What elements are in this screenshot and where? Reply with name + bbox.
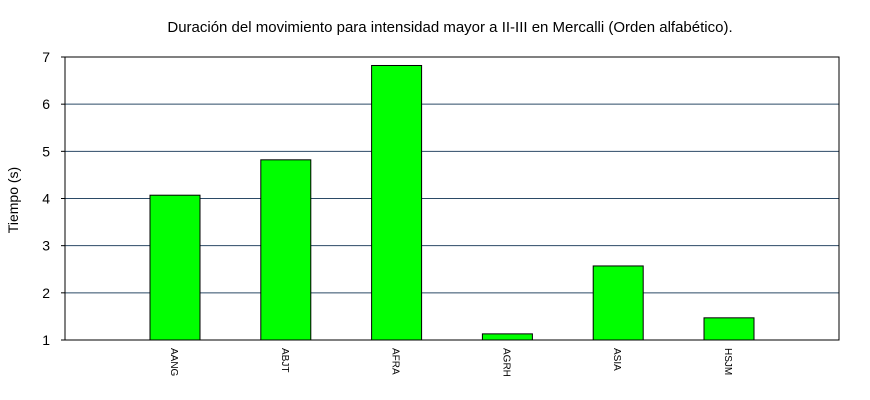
- bar-asia: [592, 265, 644, 341]
- bar-hsjm: [703, 317, 755, 341]
- x-tick-label-aang: AANG: [168, 348, 179, 377]
- x-axis-ticks: AANG ABJT AFRA AGRH ASIA HSJM: [168, 348, 733, 377]
- y-axis-ticks: 1 2 3 4 5 6 7: [42, 49, 65, 348]
- y-tick-label-3: 4: [42, 191, 50, 207]
- y-tick-label-0: 1: [42, 332, 50, 348]
- bar-abjt: [260, 159, 312, 341]
- x-tick-label-afra: AFRA: [390, 348, 401, 375]
- x-tick-label-asia: ASIA: [611, 348, 622, 371]
- y-tick-label-1: 2: [42, 285, 50, 301]
- chart-title: Duración del movimiento para intensidad …: [167, 19, 732, 36]
- x-tick-label-abjt: ABJT: [279, 348, 290, 372]
- y-tick-label-2: 3: [42, 238, 50, 254]
- bar-afra: [371, 64, 423, 341]
- y-tick-label-5: 6: [42, 96, 50, 112]
- bar-agrh: [481, 333, 533, 341]
- y-tick-label-4: 5: [42, 143, 50, 159]
- bars: [149, 64, 755, 341]
- y-tick-label-6: 7: [42, 49, 50, 65]
- x-tick-label-agrh: AGRH: [500, 348, 511, 377]
- x-tick-label-hsjm: HSJM: [722, 348, 733, 375]
- bar-aang: [149, 194, 201, 341]
- y-axis-label: Tiempo (s): [5, 167, 21, 233]
